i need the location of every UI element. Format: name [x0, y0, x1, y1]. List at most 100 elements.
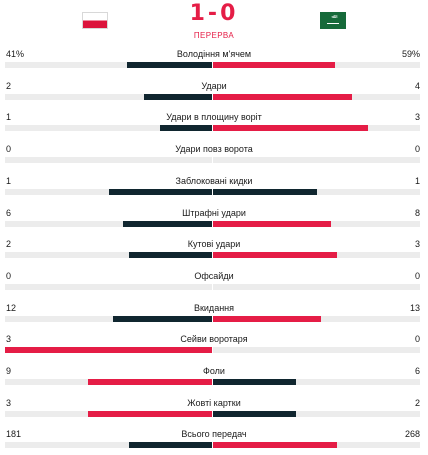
stat-label: Вкидання	[193, 302, 235, 313]
stat-away-bar	[213, 62, 336, 68]
stat-home-track	[5, 315, 212, 322]
stat-away-track	[213, 93, 420, 100]
stat-home-value: 3	[6, 334, 12, 345]
stat-row: 6 Штрафні удари 8	[0, 207, 428, 239]
stat-home-value: 6	[6, 207, 12, 218]
stat-home-value: 1	[6, 175, 12, 186]
stat-home-value: 181	[6, 429, 22, 440]
stat-away-track	[213, 62, 420, 68]
stat-away-value: 59%	[401, 49, 420, 59]
stat-away-value: 6	[414, 366, 420, 376]
stat-away-value: 13	[409, 302, 420, 313]
stat-home-track	[5, 157, 212, 164]
stat-away-track	[213, 188, 420, 195]
stat-row: 41% Володіння м'ячем 59%	[0, 48, 428, 80]
stat-label: Володіння м'ячем	[176, 49, 252, 59]
saudi-arabia-flag-icon: ﷲ	[320, 12, 346, 29]
stat-away-value: 4	[414, 80, 420, 91]
stat-away-value: 0	[414, 334, 420, 345]
stat-home-value: 1	[6, 112, 12, 123]
stat-label: Кутові удари	[187, 239, 241, 250]
stat-label: Удари повз ворота	[175, 144, 253, 155]
stat-home-bar	[160, 125, 212, 132]
stat-home-bar	[108, 188, 212, 195]
stat-home-value: 9	[6, 366, 12, 376]
stat-away-bar	[213, 410, 296, 417]
stat-home-bar	[127, 62, 212, 68]
stat-home-value: 12	[6, 302, 17, 313]
stat-home-track	[5, 283, 212, 290]
stat-away-track	[213, 252, 420, 259]
stat-away-track	[213, 347, 420, 354]
stat-away-value: 8	[414, 207, 420, 218]
stat-label: Сейви воротаря	[180, 334, 248, 345]
stat-home-bar	[87, 379, 212, 385]
stat-away-track	[213, 283, 420, 290]
stat-label: Фоли	[203, 366, 225, 376]
stat-away-track	[213, 442, 420, 449]
stat-label: Заблоковані кидки	[175, 175, 253, 186]
match-score: 1-0	[189, 1, 239, 26]
stat-home-track	[5, 188, 212, 195]
stat-row: 0 Офсайди 0	[0, 270, 428, 302]
stat-home-track	[5, 93, 212, 100]
stat-away-value: 0	[414, 144, 420, 155]
stat-label: Офсайди	[194, 270, 234, 281]
stat-away-track	[213, 125, 420, 132]
stat-away-value: 3	[414, 239, 420, 250]
stat-home-bar	[129, 252, 212, 259]
stat-away-track	[213, 315, 420, 322]
stat-row: 0 Удари повз ворота 0	[0, 143, 428, 175]
stat-row: 3 Жовті картки 2	[0, 397, 428, 429]
match-header: 1-0 ПЕРЕРВА ﷲ	[0, 0, 428, 46]
stat-away-bar	[213, 93, 352, 100]
stat-home-value: 0	[6, 270, 12, 281]
stat-row: 1 Удари в площину воріт 3	[0, 111, 428, 143]
stat-away-value: 0	[414, 270, 420, 281]
stat-row: 9 Фоли 6	[0, 365, 428, 397]
stat-away-bar	[213, 252, 338, 259]
stat-row: 2 Удари 4	[0, 80, 428, 112]
stat-away-bar	[213, 379, 296, 385]
stat-away-value: 3	[414, 112, 420, 123]
stat-home-bar	[123, 220, 212, 227]
stat-away-track	[213, 379, 420, 385]
stat-home-track	[5, 252, 212, 259]
stat-home-track	[5, 379, 212, 385]
stat-away-track	[213, 157, 420, 164]
stat-home-track	[5, 220, 212, 227]
match-period: ПЕРЕРВА	[193, 31, 235, 40]
stat-home-value: 0	[6, 144, 12, 155]
stat-label: Удари	[201, 80, 227, 91]
stat-home-bar	[112, 315, 212, 322]
stat-label: Удари в площину воріт	[166, 112, 262, 123]
stat-away-track	[213, 410, 420, 417]
poland-flag-icon	[82, 12, 108, 29]
stat-away-bar	[213, 125, 369, 132]
stat-row: 3 Сейви воротаря 0	[0, 333, 428, 365]
stat-away-value: 268	[404, 429, 420, 440]
stat-home-value: 41%	[6, 49, 25, 59]
stat-home-track	[5, 410, 212, 417]
stat-away-value: 2	[414, 397, 420, 408]
stat-home-track	[5, 125, 212, 132]
stat-home-value: 2	[6, 80, 12, 91]
stat-home-track	[5, 442, 212, 449]
stat-row: 12 Вкидання 13	[0, 302, 428, 334]
stat-row: 1 Заблоковані кидки 1	[0, 175, 428, 207]
stat-away-value: 1	[414, 175, 420, 186]
stat-row: 181 Всього передач 268	[0, 428, 428, 455]
stat-home-bar	[143, 93, 212, 100]
stat-home-track	[5, 62, 212, 68]
stat-home-value: 2	[6, 239, 12, 250]
stat-away-bar	[213, 220, 331, 227]
stat-away-track	[213, 220, 420, 227]
stat-away-bar	[213, 442, 338, 449]
stat-away-bar	[213, 188, 317, 195]
stat-label: Жовті картки	[187, 397, 241, 408]
stat-label: Штрафні удари	[182, 207, 246, 218]
stat-home-bar	[5, 347, 212, 354]
stat-home-value: 3	[6, 397, 12, 408]
stat-home-bar	[87, 410, 212, 417]
stat-home-bar	[129, 442, 212, 449]
